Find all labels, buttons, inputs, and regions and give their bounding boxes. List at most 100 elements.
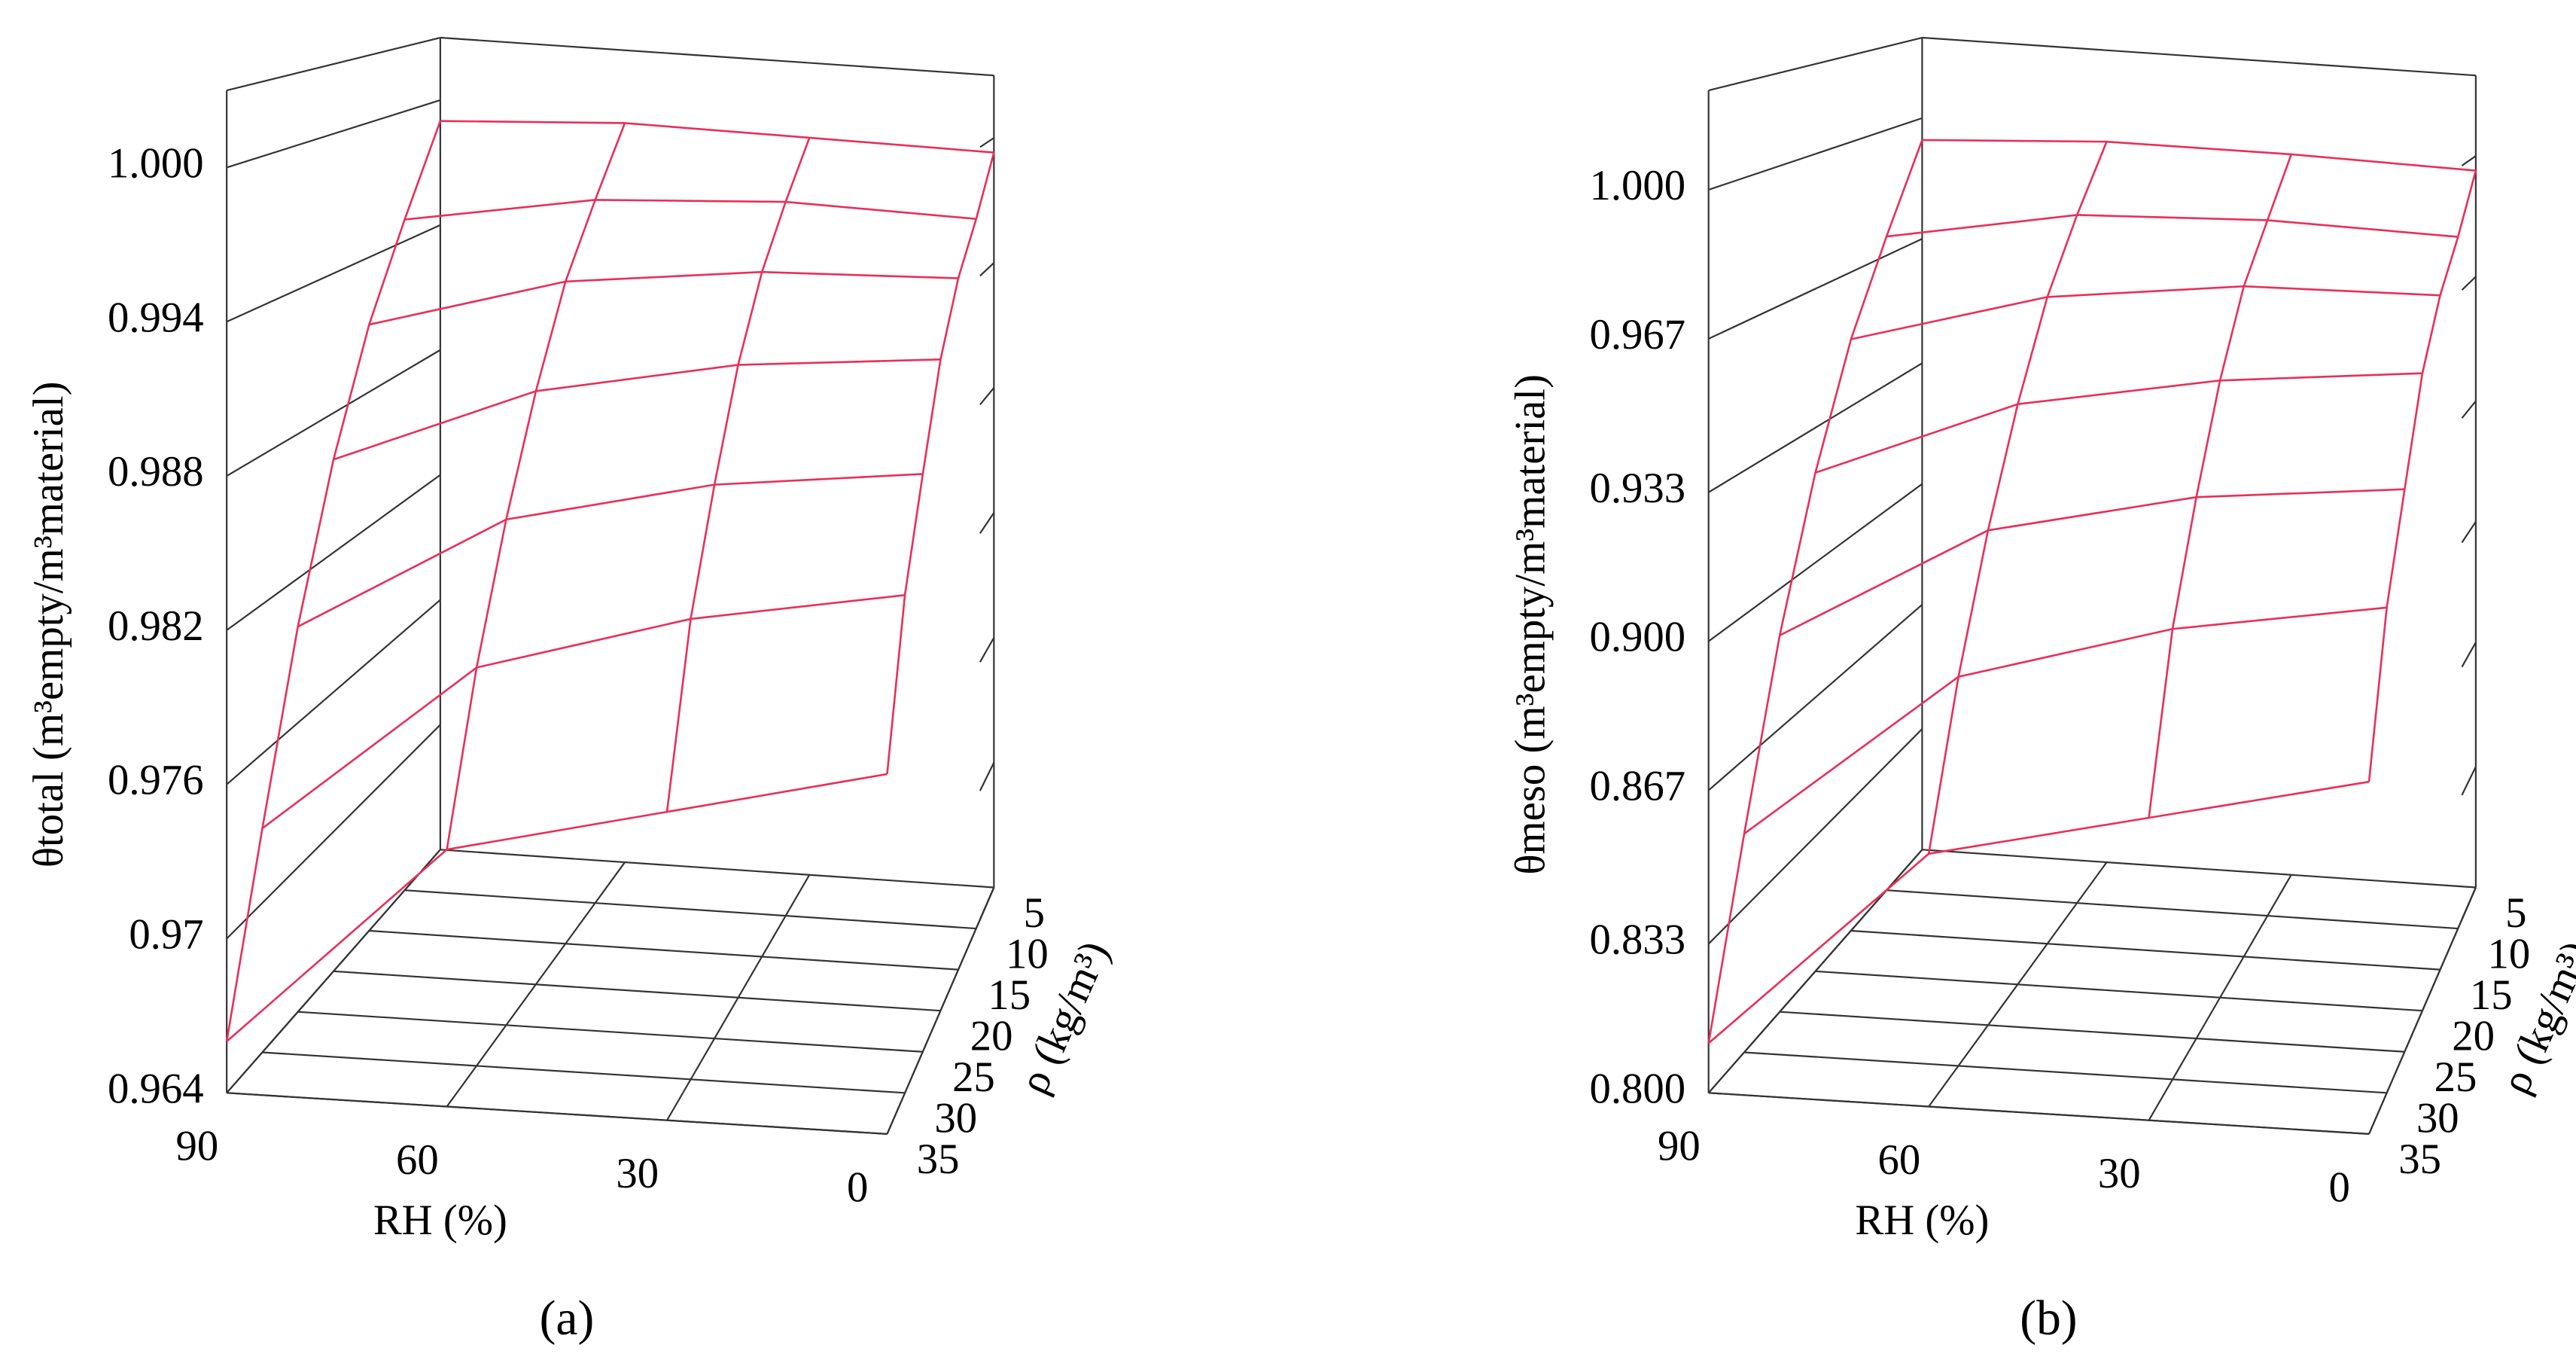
wall-grid-line	[979, 262, 995, 277]
wall-grid-line	[2461, 155, 2477, 166]
surface-row	[1779, 488, 2405, 636]
y-tick-label: 20	[2452, 1013, 2495, 1060]
surface-row	[440, 120, 994, 154]
surface-column	[2367, 170, 2477, 782]
x-tick-label: 30	[2098, 1150, 2141, 1197]
y-tick-label: 30	[2416, 1095, 2459, 1142]
z-tick-label: 0.900	[1589, 614, 1685, 661]
surface-column	[1927, 141, 2108, 855]
y-tick-label: 10	[2488, 930, 2531, 977]
surface-column	[225, 120, 442, 1042]
z-tick-label: 0.933	[1589, 465, 1685, 512]
floor-grid-line	[1922, 849, 2476, 889]
wall-grid-line	[226, 224, 441, 323]
y-tick-label: 25	[2434, 1053, 2477, 1101]
wall-grid-line	[979, 887, 995, 920]
wall-grid-line	[1708, 117, 1923, 191]
wall-grid-line	[226, 349, 441, 477]
wall-grid-line	[2461, 766, 2477, 796]
z-tick-label: 0.97	[129, 911, 203, 959]
y-tick-label: 25	[952, 1053, 995, 1101]
wall-grid-line	[979, 762, 995, 791]
floor-grid-line	[1850, 929, 2441, 971]
y-tick-label: 30	[934, 1095, 977, 1142]
z-tick-label: 0.867	[1589, 763, 1685, 810]
y-tick-label: 35	[917, 1136, 960, 1183]
top-edge	[440, 36, 994, 77]
wall-grid-line	[2461, 521, 2477, 544]
surface-row	[1743, 606, 2387, 835]
x-tick-label: 60	[1877, 1136, 1920, 1184]
wall-grid-line	[2461, 887, 2477, 920]
wall-grid-line	[979, 512, 995, 534]
z-tick-label: 1.000	[1589, 162, 1685, 209]
wall-grid-line	[979, 387, 995, 405]
surface-column	[446, 123, 626, 850]
floor-grid-line	[404, 889, 976, 930]
wall-grid-line	[2461, 642, 2477, 668]
z-tick-label: 1.000	[108, 139, 204, 187]
floor-grid-line	[440, 849, 994, 889]
x-tick-label: 30	[616, 1150, 659, 1197]
surface-column	[1707, 139, 1923, 1044]
z-tick-label: 0.964	[108, 1065, 204, 1112]
x-tick-label: 90	[176, 1123, 219, 1170]
z-tick-label: 0.988	[108, 448, 204, 495]
surface-row	[261, 593, 906, 830]
floor-grid-line	[333, 970, 941, 1012]
y-tick-label: 35	[2398, 1136, 2441, 1183]
surface-row	[1815, 372, 2422, 474]
wall-grid-line	[1707, 728, 1923, 945]
wall-grid-line	[1708, 362, 1923, 493]
z-tick-label: 0.800	[1589, 1065, 1685, 1112]
top-edge	[1922, 36, 2476, 77]
top-edge	[1708, 36, 1923, 92]
floor-grid-line	[1815, 970, 2423, 1012]
wall-grid-line	[226, 724, 441, 940]
z-tick-label: 0.833	[1589, 916, 1685, 963]
floor-grid-line	[1886, 889, 2459, 930]
z-tick-label: 0.982	[108, 602, 204, 650]
wall-grid-line	[1708, 238, 1923, 340]
wall-grid-line	[979, 637, 995, 663]
surface-row	[1886, 214, 2459, 238]
caption: (b)	[2020, 1291, 2077, 1346]
surface-row	[404, 199, 976, 221]
wall-grid-line	[226, 849, 441, 1094]
surface-row	[333, 358, 941, 461]
surface-column	[665, 137, 811, 813]
wall-grid-line	[2461, 400, 2477, 419]
wall-grid-line	[226, 474, 441, 631]
floor-grid-line	[1780, 1011, 2405, 1053]
wall-grid-line	[1707, 604, 1923, 791]
floor-grid-line	[369, 929, 959, 971]
y-tick-label: 5	[1024, 889, 1045, 937]
surface-row	[369, 270, 959, 326]
floor-grid-line	[227, 1092, 888, 1135]
top-edge	[226, 36, 441, 92]
surface-row	[1922, 139, 2476, 172]
wall-grid-line	[1708, 483, 1923, 642]
y-tick-label: 10	[1006, 930, 1049, 977]
floor-grid-line	[262, 1051, 906, 1094]
y-tick-label: 15	[988, 971, 1031, 1019]
x-axis-label: RH (%)	[1855, 1197, 1989, 1244]
caption: (a)	[540, 1291, 595, 1346]
surface-row	[1707, 780, 2370, 1044]
x-tick-label: 60	[396, 1136, 439, 1184]
z-tick-label: 0.976	[108, 757, 204, 804]
surface-row	[1850, 285, 2441, 340]
surface-row	[297, 473, 923, 628]
x-tick-label: 90	[1658, 1123, 1701, 1170]
wall-grid-line	[979, 137, 994, 148]
floor-grid-line	[1708, 1092, 2370, 1135]
surface-row	[226, 773, 888, 1043]
x-axis-label: RH (%)	[373, 1197, 507, 1244]
x-tick-label: 0	[2329, 1163, 2350, 1211]
surface-column	[2148, 154, 2293, 819]
z-axis-label: θtotal (m³empty/m³material)	[25, 381, 72, 867]
floor-grid-line	[1743, 1051, 2387, 1094]
z-axis-label: θmeso (m³empty/m³material)	[1506, 374, 1554, 875]
